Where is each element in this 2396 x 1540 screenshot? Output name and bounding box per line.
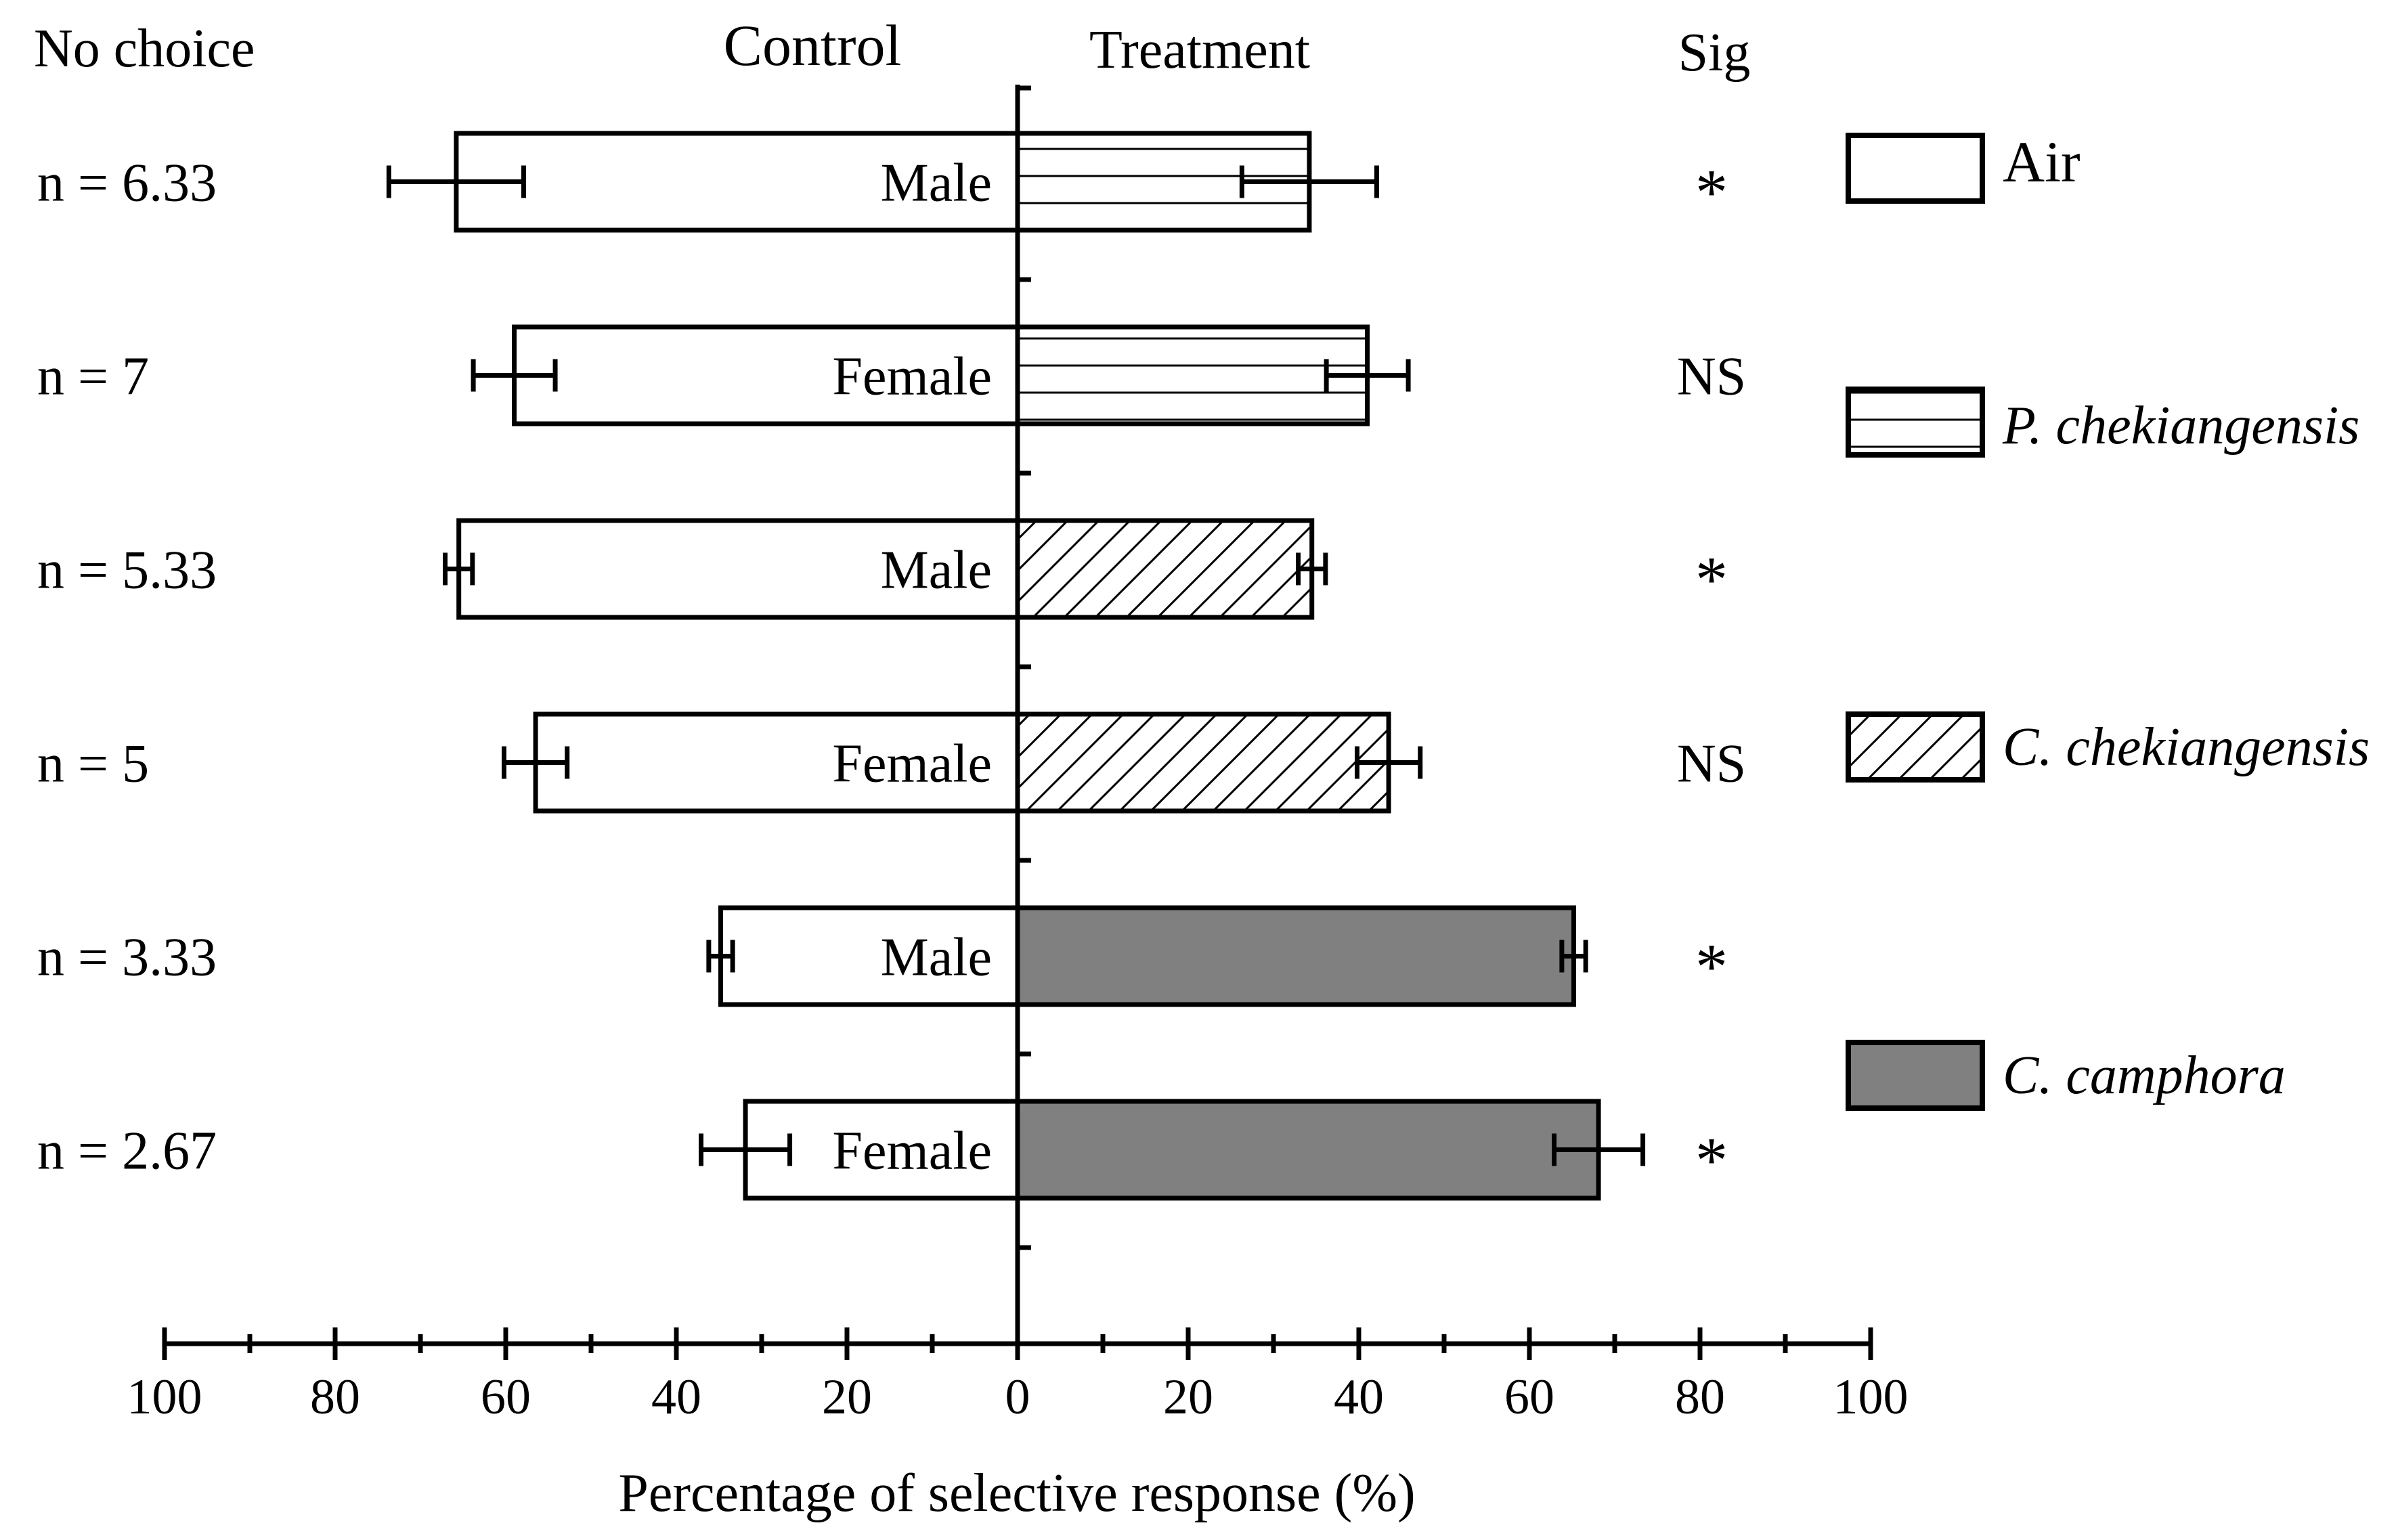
- no-choice-label: n = 5: [37, 734, 149, 794]
- legend: Air P. chekiangensis C. chekiangensis C. ca…: [1846, 129, 2370, 1111]
- x-axis-title: Percentage of selective response (%): [618, 1464, 1415, 1523]
- treatment-error-bar: [1324, 359, 1411, 392]
- bar-row-6: Female n = 2.67 *: [37, 1099, 1728, 1201]
- treatment-bar: [1015, 1099, 1601, 1201]
- control-bar: [718, 905, 1020, 1007]
- treatment-error-bar: [1552, 1133, 1646, 1166]
- sex-label: Male: [881, 928, 992, 988]
- significance-label: *: [1695, 544, 1728, 616]
- no-choice-label: n = 6.33: [37, 154, 217, 213]
- no-choice-label: n = 7: [37, 347, 149, 407]
- control-error-bar: [471, 359, 558, 392]
- x-tick-label: 60: [1504, 1369, 1554, 1425]
- x-tick-label: 20: [822, 1369, 872, 1425]
- legend-label: Air: [2003, 129, 2081, 194]
- legend-swatch: [1846, 711, 1985, 783]
- treatment-error-bar: [1239, 165, 1379, 198]
- treatment-bar: [1015, 711, 1391, 814]
- x-tick-label: 40: [651, 1369, 701, 1425]
- treatment-bar: [1015, 518, 1315, 620]
- x-axis: 100 80 60 40 20 0 20 40 60 80 100: [127, 85, 1909, 1425]
- sex-label: Female: [833, 1122, 992, 1181]
- legend-swatch: [1846, 1040, 1985, 1111]
- header-sig: Sig: [1678, 23, 1751, 83]
- x-tick-label: 60: [481, 1369, 531, 1425]
- header-control: Control: [724, 13, 902, 78]
- x-tick-label: 100: [1833, 1369, 1909, 1425]
- treatment-bar: [1015, 324, 1370, 426]
- no-choice-label: n = 3.33: [37, 928, 217, 988]
- no-choice-label: n = 2.67: [37, 1122, 217, 1181]
- control-error-bar: [386, 165, 526, 198]
- legend-item-2: P. chekiangensis: [1846, 387, 2359, 458]
- header-treatment: Treatment: [1089, 20, 1310, 80]
- bar-row-2: Female n = 7 NS: [37, 324, 1746, 426]
- legend-label: C. camphora: [2003, 1046, 2286, 1105]
- bar-row-3: Male n = 5.33 *: [37, 518, 1728, 620]
- legend-label: P. chekiangensis: [2002, 396, 2359, 456]
- control-error-bar: [443, 552, 475, 586]
- control-error-bar: [706, 940, 735, 973]
- sex-label: Female: [833, 734, 992, 794]
- sex-label: Male: [881, 541, 992, 600]
- treatment-error-bar: [1559, 940, 1588, 973]
- legend-item-1: Air: [1846, 129, 2081, 204]
- x-tick-label: 80: [1675, 1369, 1725, 1425]
- significance-label: *: [1695, 156, 1728, 229]
- significance-label: *: [1695, 1124, 1728, 1197]
- x-tick-label: 40: [1334, 1369, 1384, 1425]
- significance-label: NS: [1677, 734, 1746, 794]
- significance-label: NS: [1677, 347, 1746, 407]
- bar-row-1: Male n = 6.33 *: [37, 131, 1728, 233]
- sex-label: Male: [881, 154, 992, 213]
- x-tick-label: 20: [1163, 1369, 1213, 1425]
- x-tick-label: 100: [127, 1369, 202, 1425]
- x-tick-label: 0: [1005, 1369, 1030, 1425]
- legend-item-3: C. chekiangensis: [1846, 711, 2370, 783]
- bar-row-5: Male n = 3.33 *: [37, 905, 1728, 1007]
- control-error-bar: [699, 1133, 793, 1166]
- no-choice-label: n = 5.33: [37, 541, 217, 600]
- legend-item-4: C. camphora: [1846, 1040, 2286, 1111]
- treatment-error-bar: [1354, 746, 1423, 779]
- legend-swatch: [1846, 133, 1985, 204]
- sex-label: Female: [833, 347, 992, 407]
- x-tick-label: 80: [310, 1369, 360, 1425]
- legend-swatch: [1846, 387, 1985, 458]
- control-bar: [456, 518, 1020, 620]
- bar-row-4: Female n = 5 NS: [37, 711, 1746, 814]
- treatment-error-bar: [1296, 552, 1328, 586]
- legend-label: C. chekiangensis: [2003, 718, 2370, 777]
- control-error-bar: [501, 746, 570, 779]
- significance-label: *: [1695, 931, 1728, 1003]
- treatment-bar: [1015, 905, 1577, 1007]
- header-no-choice: No choice: [34, 19, 255, 79]
